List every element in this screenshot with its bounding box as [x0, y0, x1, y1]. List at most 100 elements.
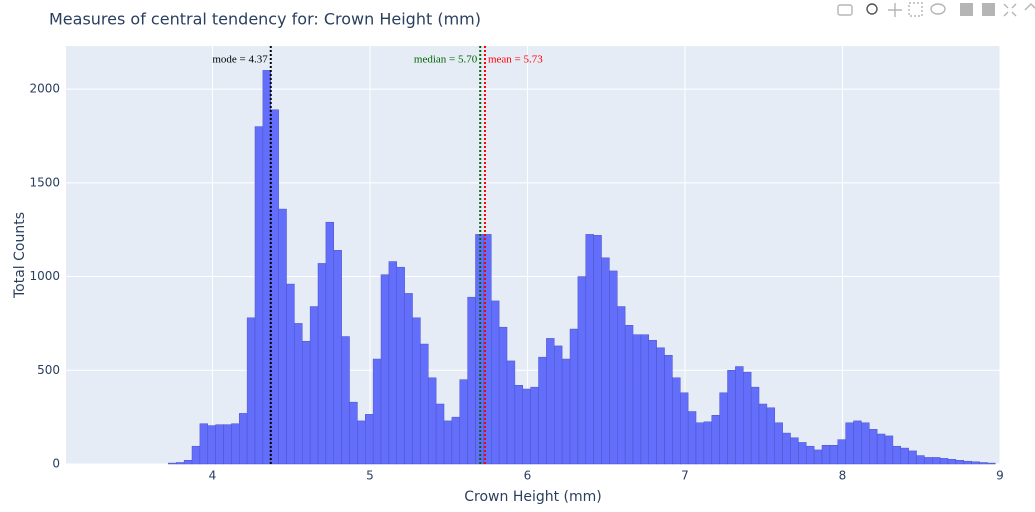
bar: [617, 306, 626, 465]
pan-icon[interactable]: [888, 3, 902, 17]
zoom-icon[interactable]: [866, 3, 878, 15]
bar: [703, 421, 713, 465]
chart-title: Measures of central tendency for: Crown …: [49, 10, 481, 29]
bar: [963, 460, 972, 465]
bar: [341, 336, 350, 465]
zoom-in-icon[interactable]: [960, 3, 973, 16]
bar: [735, 366, 744, 465]
select-icon[interactable]: [908, 2, 923, 17]
reference-label: mean = 5.73: [488, 54, 543, 66]
bar: [483, 234, 492, 465]
bar: [892, 445, 902, 465]
bar: [380, 274, 390, 465]
bar: [278, 208, 287, 465]
bar: [325, 221, 335, 465]
bar: [766, 407, 776, 465]
y-tick-label: 1000: [29, 269, 60, 283]
bar: [522, 388, 531, 465]
bar: [317, 263, 327, 465]
bar: [349, 401, 358, 465]
lasso-icon[interactable]: [930, 3, 946, 15]
bar: [664, 355, 673, 465]
bar: [475, 234, 484, 465]
bar: [727, 370, 736, 465]
bar: [538, 356, 547, 465]
bar: [333, 250, 342, 465]
bar: [774, 422, 783, 465]
home-icon[interactable]: [1024, 3, 1035, 11]
x-tick-label: 5: [366, 469, 374, 483]
bar: [294, 323, 303, 465]
bar: [987, 462, 996, 465]
bar: [924, 457, 933, 465]
bar: [412, 317, 421, 465]
bar: [813, 449, 823, 465]
bar: [286, 283, 295, 465]
bar: [955, 460, 965, 465]
bar: [239, 413, 248, 465]
bar: [939, 458, 949, 465]
bar: [876, 433, 886, 465]
bar: [782, 432, 791, 465]
bar: [372, 358, 382, 465]
bar: [498, 326, 508, 465]
bar: [711, 415, 720, 465]
bar: [199, 423, 209, 465]
bar: [262, 70, 272, 465]
bar: [884, 435, 894, 465]
bar: [672, 377, 681, 465]
y-tick-label: 1500: [29, 175, 60, 189]
bar: [577, 276, 587, 465]
bar: [687, 411, 697, 465]
reference-label: mode = 4.37: [212, 54, 268, 66]
bar: [632, 334, 642, 465]
bar: [561, 358, 571, 465]
bar: [514, 385, 524, 465]
bar: [932, 457, 941, 465]
toolbar: [837, 2, 1035, 17]
bar: [869, 429, 878, 465]
bar: [270, 109, 279, 465]
bar: [979, 462, 988, 465]
bar: [861, 422, 870, 465]
bar: [971, 461, 980, 465]
bar: [609, 270, 618, 465]
y-tick-label: 0: [52, 457, 60, 471]
bar: [790, 437, 799, 465]
bar: [530, 386, 539, 465]
bar: [908, 450, 917, 465]
x-tick-label: 8: [839, 469, 847, 483]
bar: [231, 423, 240, 465]
bar: [585, 234, 594, 465]
bar: [640, 334, 650, 465]
bar: [750, 386, 760, 465]
y-axis-title: Total Counts: [12, 212, 28, 299]
reference-lines: mode = 4.37 median = 5.70 mean = 5.73: [212, 46, 543, 464]
camera-icon[interactable]: [837, 4, 853, 16]
bar: [428, 377, 437, 465]
autoscale-icon[interactable]: [1003, 3, 1017, 17]
bar: [176, 462, 185, 465]
bar: [302, 340, 311, 465]
bar: [467, 296, 476, 465]
bar: [246, 317, 256, 465]
zoom-out-icon[interactable]: [982, 3, 995, 16]
bar: [168, 462, 177, 465]
bar: [396, 266, 405, 465]
y-tick-label: 2000: [29, 82, 60, 96]
x-tick-label: 4: [209, 469, 217, 483]
x-axis-title: Crown Height (mm): [464, 489, 602, 505]
bar: [680, 392, 689, 465]
bar: [420, 343, 429, 465]
bar: [506, 360, 516, 465]
bar: [309, 306, 319, 465]
bar: [853, 420, 862, 465]
bar: [947, 459, 957, 465]
bar: [900, 447, 909, 465]
bar: [656, 347, 665, 465]
bar: [569, 328, 579, 465]
bars: [168, 70, 996, 465]
bar: [821, 445, 831, 465]
x-tick-label: 9: [996, 469, 1004, 483]
